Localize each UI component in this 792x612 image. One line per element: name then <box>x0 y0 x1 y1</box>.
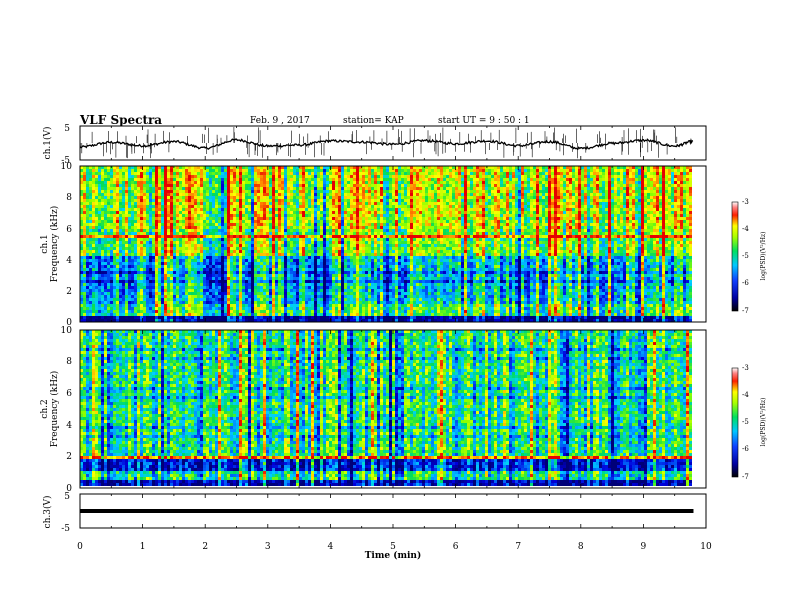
cb1-tick-m6: -6 <box>742 279 749 287</box>
ch1-ytick-2: 2 <box>66 287 72 297</box>
ch1-waveform-panel: 5 -5 ch.1(V) <box>42 124 706 166</box>
ch2-ytick-6: 6 <box>66 389 72 399</box>
cb1-tick-m7: -7 <box>742 307 749 315</box>
ch3-waveform-panel: 5 -5 ch.3(V) <box>42 492 706 534</box>
ch2-ytick-10: 10 <box>61 326 73 336</box>
ch2-colorbar: -3 -4 -5 -6 -7 log(PSD)(V²/Hz) <box>732 364 767 481</box>
cb2-tick-m6: -6 <box>742 445 749 453</box>
ch1-colorbar: -3 -4 -5 -6 -7 log(PSD)(V²/Hz) <box>732 198 767 315</box>
ch2-ylabel-channel: ch.2 <box>40 399 50 418</box>
ch2-ytick-8: 8 <box>66 357 72 367</box>
ch1-ytick-10: 10 <box>61 162 73 172</box>
x-axis-label: Time (min) <box>365 550 422 561</box>
xtick-label-1: 1 <box>140 542 146 552</box>
ch2-ytick-2: 2 <box>66 452 72 462</box>
cb2-tick-m7: -7 <box>742 473 749 481</box>
xtick-label-8: 8 <box>578 542 584 552</box>
cb1-tick-m3: -3 <box>742 198 749 206</box>
cb2-tick-m5: -5 <box>742 418 749 426</box>
ch1-ytick-4: 4 <box>66 256 72 266</box>
ch2-spectrogram-panel: 0 2 4 6 8 10 ch.2 Frequency (kHz) <box>40 326 706 494</box>
cb2-tick-m4: -4 <box>742 391 749 399</box>
cb1-tick-m4: -4 <box>742 225 749 233</box>
ch3-ytick-5: 5 <box>64 492 70 502</box>
ch1-yticks: 0 2 4 6 8 10 <box>61 162 73 328</box>
ch1-spectrogram-panel: 0 2 4 6 8 10 ch.1 Frequency (kHz) <box>40 162 706 328</box>
vlf-figure: 5 -5 ch.1(V) 0 2 4 6 8 10 ch.1 Frequency… <box>0 0 792 612</box>
cb2-tick-m3: -3 <box>742 364 749 372</box>
cb1-tick-m5: -5 <box>742 252 749 260</box>
ch3-ytick-neg5: -5 <box>61 524 70 534</box>
ch1-ylabel-channel: ch.1 <box>40 234 50 253</box>
xtick-label-9: 9 <box>641 542 647 552</box>
ch2-ytick-4: 4 <box>66 421 72 431</box>
ch2-spectrogram-image <box>80 330 692 486</box>
xtick-label-7: 7 <box>515 542 521 552</box>
ch1-ylabel: ch.1(V) <box>42 127 53 160</box>
ch2-yticks: 0 2 4 6 8 10 <box>61 326 73 494</box>
cb1-label: log(PSD)(V²/Hz) <box>760 232 767 281</box>
ch3-ylabel: ch.3(V) <box>42 496 53 529</box>
xtick-label-10: 10 <box>700 542 712 552</box>
cb2-label: log(PSD)(V²/Hz) <box>760 398 767 447</box>
xtick-label-6: 6 <box>453 542 459 552</box>
ch1-ytick-5: 5 <box>64 124 70 134</box>
xtick-label-0: 0 <box>77 542 83 552</box>
ch1-ytick-6: 6 <box>66 225 72 235</box>
ch2-ylabel-frequency: Frequency (kHz) <box>49 371 60 448</box>
ch1-spectrogram-image <box>80 166 692 322</box>
ch1-ylabel-frequency: Frequency (kHz) <box>49 206 60 283</box>
ch1-ytick-8: 8 <box>66 193 72 203</box>
xtick-label-3: 3 <box>265 542 271 552</box>
xtick-label-4: 4 <box>328 542 334 552</box>
xtick-label-2: 2 <box>202 542 208 552</box>
